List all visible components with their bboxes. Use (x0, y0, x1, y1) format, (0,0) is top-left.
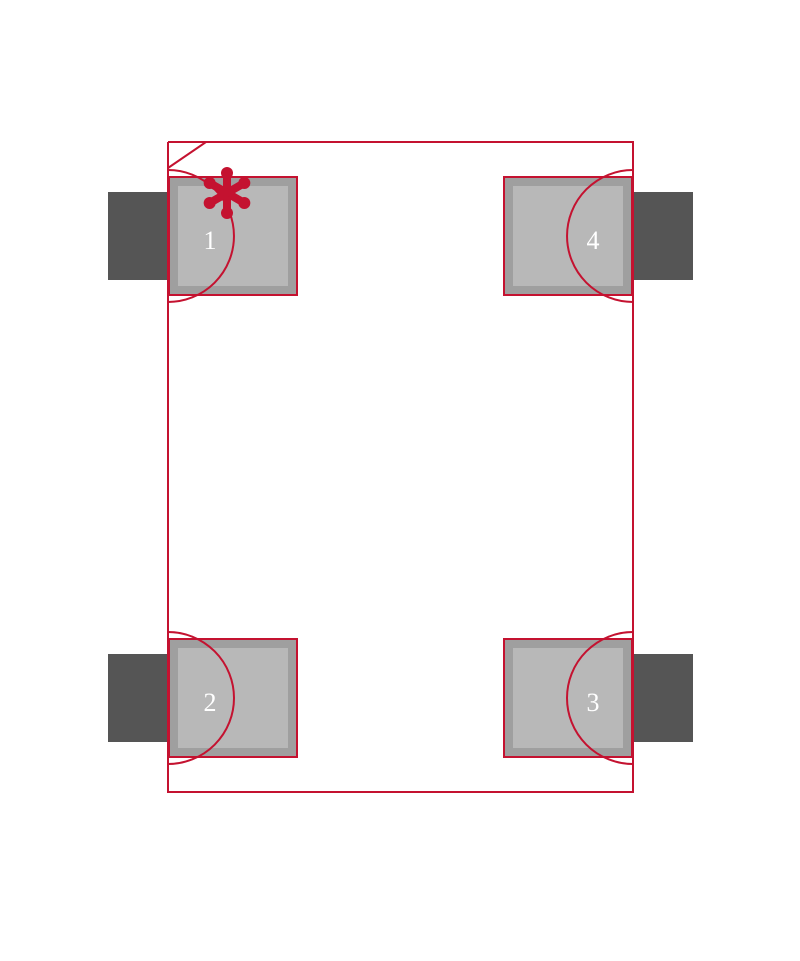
diagram-stage: 1423 (0, 0, 800, 961)
chassis-outline (168, 142, 633, 792)
wheel-arc-2 (168, 632, 234, 764)
outline-overlay (0, 0, 800, 961)
wheel-arc-4 (567, 170, 633, 302)
wheel-arc-3 (567, 632, 633, 764)
reference-marker-icon (204, 167, 251, 219)
